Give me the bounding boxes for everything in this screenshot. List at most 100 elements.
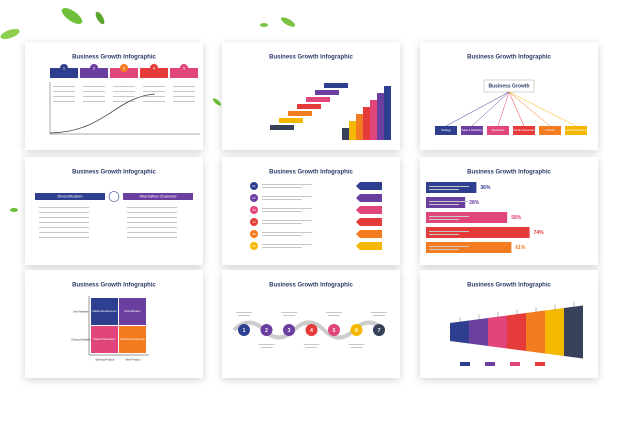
label: Finance [545, 128, 555, 132]
funnel-segment [488, 315, 507, 349]
arrow-tag [356, 230, 382, 238]
label: 01 [252, 184, 256, 188]
placeholder-text [262, 196, 312, 197]
slide-canvas: Business Growth Infographic 1 2 3 4 5 6 7 [232, 283, 387, 348]
placeholder-text [127, 207, 177, 208]
placeholder-text [127, 227, 177, 228]
placeholder-text [429, 249, 459, 250]
stair-column [384, 86, 391, 140]
slide-title: Business Growth Infographic [467, 55, 551, 61]
slide: Business Growth Infographic 01 02 03 04 05 06 [222, 157, 400, 265]
label: 1 [63, 66, 66, 71]
label: Human Resources [513, 128, 535, 132]
step-box [170, 68, 198, 78]
leaf [10, 208, 18, 212]
placeholder-text [262, 220, 312, 221]
placeholder-text [429, 204, 459, 205]
label: 5 [183, 66, 186, 71]
stair-column [363, 107, 370, 140]
placeholder-text [283, 315, 295, 316]
label: Strategy [441, 128, 451, 132]
slide: Business Growth Infographic [420, 270, 598, 378]
placeholder-text [173, 86, 195, 87]
label: Diversification [58, 194, 83, 199]
placeholder-text [39, 232, 89, 233]
label: 5 [333, 328, 336, 334]
stair-label [324, 83, 348, 88]
quadrant [91, 298, 118, 325]
stair-column [356, 114, 363, 140]
placeholder-text [429, 234, 459, 235]
stair-label [288, 111, 312, 116]
stair-column [342, 128, 349, 140]
arrow-tag [356, 242, 382, 250]
funnel-segment [507, 313, 526, 351]
bar [426, 182, 477, 193]
bar [426, 227, 530, 238]
placeholder-text [127, 222, 177, 223]
placeholder-text [429, 186, 469, 187]
placeholder-text [39, 227, 89, 228]
legend-chip [510, 362, 520, 366]
placeholder-text [348, 344, 365, 345]
stair-label [315, 90, 339, 95]
growth-curve [49, 93, 156, 134]
funnel-segment [526, 310, 545, 354]
slide-canvas: Business Growth Infographic 1 2 3 4 5 [49, 55, 200, 135]
slide-title: Business Growth Infographic [269, 55, 353, 61]
step-box [110, 68, 138, 78]
label: Existing Markets [71, 338, 91, 342]
placeholder-text [258, 344, 275, 345]
placeholder-text [113, 96, 135, 97]
step-circle [350, 324, 363, 336]
placeholder-text [127, 237, 177, 238]
slide: Business Growth Infographic 1 2 3 4 5 6 7 [222, 270, 400, 378]
stair-column [370, 100, 377, 140]
placeholder-text [262, 232, 312, 233]
placeholder-text [429, 189, 459, 190]
placeholder-text [429, 246, 469, 247]
placeholder-text [350, 347, 363, 348]
placeholder-text [143, 101, 165, 102]
connector [508, 91, 525, 127]
connector [497, 91, 510, 127]
label: 74% [534, 230, 545, 236]
arrow-tag [356, 182, 382, 190]
placeholder-text [373, 315, 385, 316]
label: 28% [469, 200, 480, 206]
step-circle [250, 182, 258, 190]
placeholder-text [260, 347, 273, 348]
leaf [280, 17, 296, 27]
placeholder-text [127, 232, 177, 233]
slide-canvas: Business Growth Infographic Business Grow… [435, 55, 589, 135]
leaf [212, 98, 222, 106]
placeholder-text [262, 223, 302, 224]
item-box [513, 126, 535, 135]
slide: Business Growth Infographic Market Develo… [25, 270, 203, 378]
placeholder-text [39, 217, 89, 218]
quadrant [91, 326, 118, 353]
label: 04 [252, 220, 256, 224]
quadrant [119, 326, 146, 353]
placeholder-text [39, 207, 89, 208]
step-circle [305, 324, 318, 336]
step-box [80, 68, 108, 78]
step-circle [90, 64, 98, 72]
slide-title: Business Growth Infographic [72, 55, 156, 61]
slide-title: Business Growth Infographic [72, 283, 156, 289]
item-box [565, 126, 587, 135]
leaf [95, 11, 105, 25]
item-box [539, 126, 561, 135]
label: 7 [378, 328, 381, 334]
slide-canvas: Business Growth Infographic [269, 55, 391, 140]
slide-canvas: Business Growth Infographic Market Develo… [71, 283, 156, 362]
label: 61% [515, 245, 526, 251]
placeholder-text [143, 91, 165, 92]
step-circle [180, 64, 188, 72]
bar [426, 212, 508, 223]
funnel-segment [545, 308, 564, 356]
placeholder-text [143, 86, 165, 87]
slide-title: Business Growth Infographic [467, 283, 551, 289]
item-box [435, 126, 457, 135]
label: 4 [310, 328, 313, 334]
